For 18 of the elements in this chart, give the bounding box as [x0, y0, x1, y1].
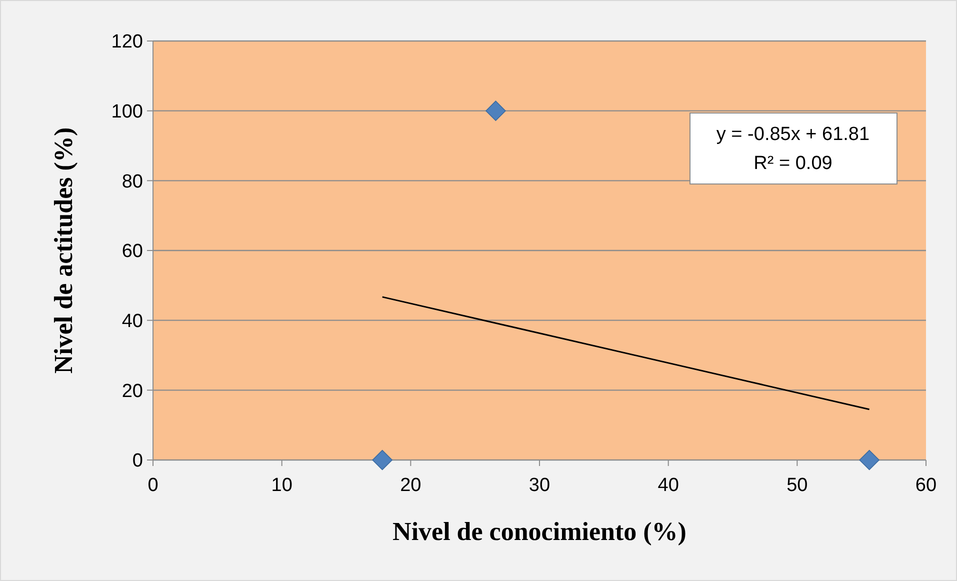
y-tick-label: 100 [111, 101, 143, 122]
annotation: y = -0.85x + 61.81 [716, 124, 870, 145]
y-axis-title: Nivel de actitudes (%) [49, 127, 78, 374]
y-tick-label: 120 [111, 32, 143, 53]
annotation: R² = 0.09 [754, 153, 832, 174]
x-tick-label: 60 [915, 475, 937, 496]
y-tick-label: 0 [132, 450, 143, 472]
x-tick-label: 10 [271, 475, 292, 496]
y-tick-label: 20 [122, 380, 143, 402]
x-tick-label: 40 [658, 475, 679, 496]
x-tick-label: 30 [528, 475, 550, 496]
y-tick-label: 40 [122, 310, 143, 332]
x-tick-label: 20 [400, 475, 422, 496]
x-tick-label: 50 [786, 475, 808, 496]
y-tick-label: 80 [122, 171, 143, 192]
x-axis-title: Nivel de conocimiento (%) [392, 517, 686, 546]
x-tick-label: 0 [148, 475, 158, 496]
y-tick-label: 60 [122, 241, 143, 262]
